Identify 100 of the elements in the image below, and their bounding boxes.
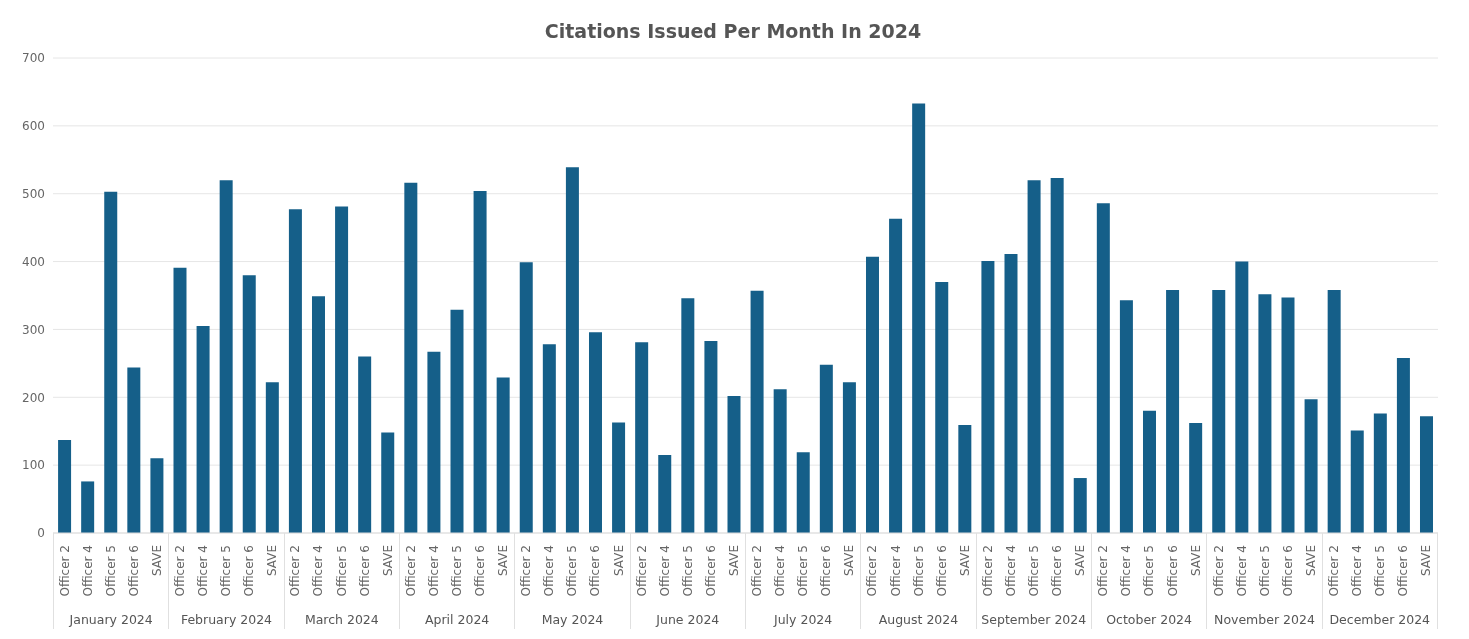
- x-tick-label: Officer 5: [1373, 545, 1388, 597]
- x-tick-label: Officer 6: [819, 545, 834, 597]
- bar: [81, 481, 95, 533]
- x-tick-label: SAVE: [265, 545, 280, 577]
- x-tick-label: Officer 4: [1003, 545, 1018, 597]
- x-tick-label: Officer 4: [657, 545, 672, 597]
- y-tick-label: 200: [22, 390, 45, 405]
- x-tick-label: SAVE: [1419, 545, 1434, 577]
- x-tick-label: Officer 6: [1050, 545, 1065, 597]
- x-tick-label: Officer 2: [980, 545, 995, 597]
- bar: [58, 440, 72, 533]
- bar: [127, 367, 141, 533]
- bar: [796, 452, 810, 533]
- bar: [496, 377, 510, 533]
- chart-title: Citations Issued Per Month In 2024: [543, 20, 923, 42]
- y-tick-label: 100: [22, 458, 45, 473]
- bar: [1327, 290, 1341, 533]
- bar: [1396, 357, 1410, 533]
- bar: [358, 356, 372, 533]
- x-tick-label: Officer 6: [934, 545, 949, 597]
- bar: [589, 332, 602, 533]
- x-tick-label: Officer 6: [588, 545, 603, 597]
- x-tick-label: SAVE: [1073, 545, 1088, 577]
- x-tick-label: SAVE: [611, 545, 626, 577]
- text: April 2024: [423, 612, 491, 627]
- x-tick-label: SAVE: [1188, 545, 1203, 577]
- text: June 2024: [654, 612, 721, 627]
- y-tick-label: 700: [22, 51, 45, 66]
- bar: [935, 281, 949, 533]
- x-tick-label: Officer 2: [57, 545, 72, 597]
- bar: [958, 425, 972, 533]
- x-tick-label: Officer 2: [1211, 545, 1226, 597]
- bar: [104, 191, 118, 533]
- bar: [1304, 399, 1318, 533]
- x-tick-label: Officer 5: [334, 545, 349, 597]
- text: September 2024: [980, 612, 1088, 627]
- bar: [265, 382, 279, 533]
- x-tick-label: Officer 4: [542, 545, 557, 597]
- text: December 2024: [1328, 612, 1432, 627]
- x-tick-label: Officer 6: [357, 545, 372, 597]
- x-tick-label: Officer 6: [1280, 545, 1295, 597]
- bar: [1166, 290, 1180, 533]
- y-tick-label: 0: [37, 526, 45, 541]
- bar: [1420, 416, 1433, 533]
- x-tick-label: Officer 4: [1234, 545, 1249, 597]
- bar: [750, 290, 764, 533]
- x-tick-label: SAVE: [726, 545, 741, 577]
- x-tick-label: Officer 5: [911, 545, 926, 597]
- bar: [866, 256, 879, 533]
- bar: [842, 382, 856, 533]
- bar: [727, 395, 741, 533]
- x-tick-label: Officer 5: [680, 545, 695, 597]
- x-tick-label: Officer 4: [80, 545, 95, 597]
- x-tick-label: Officer 2: [288, 545, 303, 597]
- bar: [519, 262, 533, 533]
- x-tick-label: Officer 2: [750, 545, 765, 597]
- x-tick-label: Officer 5: [1257, 545, 1272, 597]
- x-tick-label: Officer 2: [519, 545, 534, 597]
- bar: [658, 454, 672, 533]
- bar: [427, 351, 441, 533]
- bar: [473, 191, 487, 533]
- y-tick-label: 500: [22, 186, 45, 201]
- bar: [542, 344, 556, 533]
- text: February 2024: [179, 612, 274, 627]
- text: October 2024: [1105, 612, 1193, 627]
- bar: [1096, 203, 1110, 533]
- bar: [635, 342, 649, 533]
- bar: [981, 260, 995, 533]
- x-tick-label: Officer 5: [565, 545, 580, 597]
- bar: [335, 206, 349, 533]
- bar: [912, 103, 926, 533]
- bar: [565, 167, 579, 533]
- text: March 2024: [303, 612, 380, 627]
- bar: [1119, 300, 1133, 533]
- x-tick-label: Officer 6: [703, 545, 718, 597]
- x-tick-label: Officer 6: [1165, 545, 1180, 597]
- x-tick-label: Officer 4: [888, 545, 903, 597]
- x-tick-label: Officer 4: [426, 545, 441, 597]
- y-tick-label: 300: [22, 322, 45, 337]
- x-tick-label: Officer 6: [1396, 545, 1411, 597]
- bar: [312, 296, 325, 533]
- x-tick-label: SAVE: [380, 545, 395, 577]
- x-tick-label: Officer 2: [634, 545, 649, 597]
- bar: [288, 209, 302, 533]
- bar: [1050, 178, 1064, 533]
- x-tick-label: Officer 2: [403, 545, 418, 597]
- bar: [612, 422, 626, 533]
- x-tick-label: SAVE: [957, 545, 972, 577]
- bar: [681, 298, 695, 533]
- bar: [1281, 297, 1295, 533]
- x-tick-label: Officer 2: [1096, 545, 1111, 597]
- x-tick-label: SAVE: [496, 545, 511, 577]
- x-tick-label: Officer 4: [1119, 545, 1134, 597]
- bar: [219, 180, 233, 533]
- x-tick-label: Officer 2: [172, 545, 187, 597]
- x-tick-label: Officer 2: [865, 545, 880, 597]
- x-tick-label: SAVE: [149, 545, 164, 577]
- bar: [889, 218, 903, 533]
- text: January 2024: [68, 612, 154, 627]
- bar: [404, 182, 418, 533]
